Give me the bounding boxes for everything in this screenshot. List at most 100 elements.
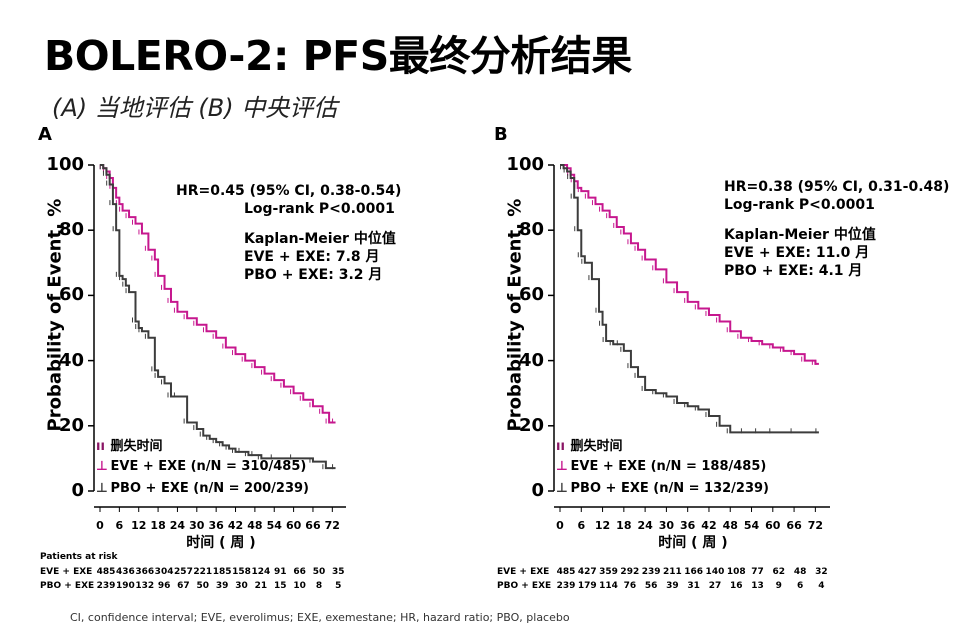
risk-count: 8 xyxy=(315,581,323,591)
risk-count: 21 xyxy=(254,581,268,591)
risk-count: 185 xyxy=(212,567,232,577)
risk-count: 48 xyxy=(793,567,807,577)
x-tick-label: 0 xyxy=(96,519,104,532)
y-tick-label: 40 xyxy=(58,349,84,371)
x-axis-title: 时间 ( 周 ) xyxy=(186,535,256,551)
footnote: CI, confidence interval; EVE, everolimus… xyxy=(70,611,570,624)
risk-count: 39 xyxy=(666,581,679,591)
risk-count: 66 xyxy=(293,567,306,577)
risk-count: 359 xyxy=(599,567,618,577)
risk-count: 39 xyxy=(215,581,229,591)
risk-count: 96 xyxy=(157,581,171,591)
x-tick-label: 18 xyxy=(150,519,166,532)
km-annotation: EVE + EXE: 11.0 月 xyxy=(724,245,870,261)
y-tick-label: 40 xyxy=(518,349,544,371)
legend-marker-icon: ıı xyxy=(96,439,105,454)
risk-count: 221 xyxy=(193,567,213,577)
y-tick-label: 20 xyxy=(58,414,84,436)
x-tick-label: 12 xyxy=(594,519,611,532)
panel-letter: B xyxy=(494,124,508,145)
risk-count: 114 xyxy=(599,581,618,591)
risk-count: 32 xyxy=(815,567,828,577)
risk-count: 31 xyxy=(687,581,700,591)
legend-item: ⊥ PBO + EXE (n/N = 200/239) xyxy=(96,481,309,496)
risk-count: 158 xyxy=(232,567,251,577)
risk-count: 108 xyxy=(726,567,746,577)
risk-count: 4 xyxy=(818,581,825,591)
slide-title: BOLERO-2: PFS最终分析结果 xyxy=(44,32,632,80)
risk-count: 50 xyxy=(196,581,210,591)
x-tick-label: 60 xyxy=(765,519,781,532)
y-tick-label: 60 xyxy=(518,284,544,306)
risk-count: 366 xyxy=(135,567,155,577)
legend-item: ⊥ EVE + EXE (n/N = 188/485) xyxy=(556,459,766,474)
x-tick-label: 66 xyxy=(305,519,321,532)
risk-count: 257 xyxy=(174,567,193,577)
risk-count: 140 xyxy=(705,567,725,577)
x-tick-label: 24 xyxy=(637,519,653,532)
x-tick-label: 48 xyxy=(722,519,738,532)
km-annotation: PBO + EXE: 4.1 月 xyxy=(724,263,863,279)
risk-count: 239 xyxy=(556,581,576,591)
legend-marker-icon: ⊥ xyxy=(96,481,108,496)
risk-count: 211 xyxy=(662,567,682,577)
risk-count: 67 xyxy=(177,581,190,591)
legend-marker-icon: ıı xyxy=(556,439,565,454)
km-annotation: HR=0.38 (95% CI, 0.31-0.48) xyxy=(724,179,950,195)
legend-label: 删失时间 xyxy=(106,439,163,454)
legend-item: ıı 删失时间 xyxy=(96,435,163,454)
risk-count: 239 xyxy=(96,581,116,591)
risk-count: 190 xyxy=(115,581,135,591)
y-axis-title: Probability of Event, % xyxy=(504,198,526,432)
risk-count: 16 xyxy=(729,581,743,591)
risk-count: 56 xyxy=(644,581,658,591)
risk-count: 304 xyxy=(154,567,174,577)
x-tick-label: 6 xyxy=(577,519,586,532)
x-tick-label: 6 xyxy=(115,519,124,532)
risk-count: 427 xyxy=(577,567,597,577)
risk-count: 10 xyxy=(293,581,306,591)
x-tick-label: 36 xyxy=(680,519,696,532)
x-axis-title: 时间 ( 周 ) xyxy=(658,535,728,551)
risk-count: 77 xyxy=(751,567,764,577)
risk-count: 436 xyxy=(115,567,135,577)
risk-row-label: PBO + EXE xyxy=(40,581,95,591)
y-tick-label: 80 xyxy=(58,219,84,241)
x-tick-label: 12 xyxy=(131,519,147,532)
risk-count: 62 xyxy=(772,567,786,577)
legend-item: ⊥ EVE + EXE (n/N = 310/485) xyxy=(96,459,306,474)
km-annotation: PBO + EXE: 3.2 月 xyxy=(244,267,383,283)
x-tick-label: 42 xyxy=(227,519,244,532)
x-tick-label: 72 xyxy=(324,519,340,532)
risk-count: 76 xyxy=(623,581,637,591)
x-tick-label: 24 xyxy=(169,519,186,532)
legend-label: EVE + EXE (n/N = 310/485) xyxy=(106,459,307,474)
x-tick-label: 30 xyxy=(189,519,205,532)
risk-row-label: EVE + EXE xyxy=(40,567,93,577)
x-tick-label: 18 xyxy=(616,519,632,532)
legend-label: 删失时间 xyxy=(566,439,623,454)
legend-label: EVE + EXE (n/N = 188/485) xyxy=(566,459,767,474)
y-tick-label: 100 xyxy=(46,154,84,175)
y-tick-label: 0 xyxy=(531,480,544,501)
risk-count: 27 xyxy=(708,581,722,591)
x-tick-label: 36 xyxy=(208,519,224,532)
x-tick-label: 48 xyxy=(247,519,263,532)
x-tick-label: 60 xyxy=(285,519,302,532)
legend-label: PBO + EXE (n/N = 200/239) xyxy=(106,481,309,496)
legend-marker-icon: ⊥ xyxy=(96,459,108,474)
legend-item: ⊥ PBO + EXE (n/N = 132/239) xyxy=(556,481,769,496)
km-annotation: Log-rank P<0.0001 xyxy=(244,201,395,217)
y-tick-label: 100 xyxy=(506,154,544,175)
risk-count: 124 xyxy=(251,567,271,577)
risk-count: 9 xyxy=(775,581,782,591)
km-annotation: Kaplan-Meier 中位值 xyxy=(244,231,396,247)
legend-marker-icon: ⊥ xyxy=(556,459,568,474)
legend-item: ıı 删失时间 xyxy=(556,435,623,454)
slide-subtitle: (A) 当地评估 (B) 中央评估 xyxy=(52,94,338,122)
x-tick-label: 0 xyxy=(556,519,564,532)
y-tick-label: 20 xyxy=(518,414,544,436)
km-annotation: HR=0.45 (95% CI, 0.38-0.54) xyxy=(176,183,402,199)
legend-marker-icon: ⊥ xyxy=(556,481,568,496)
risk-count: 485 xyxy=(556,567,576,577)
